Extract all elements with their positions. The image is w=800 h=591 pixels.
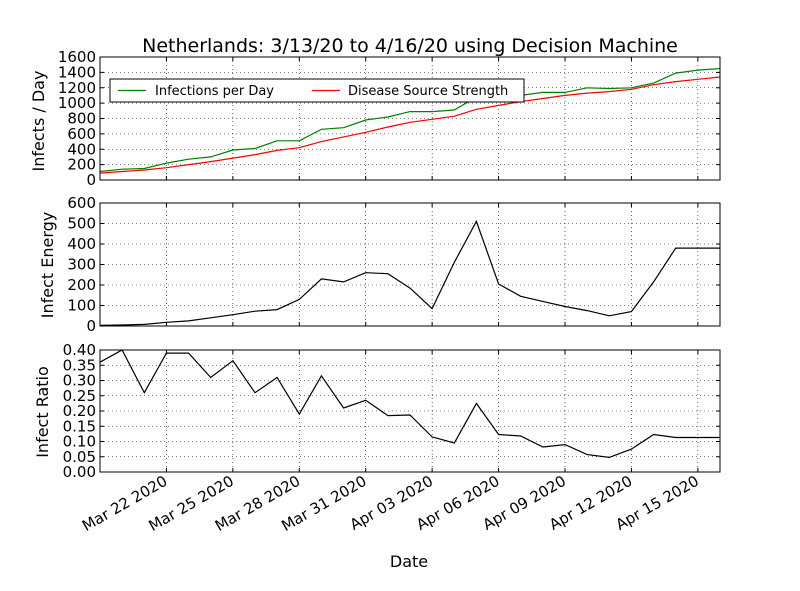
y-tick-label: 1400 [58,63,96,81]
y-tick-label: 200 [67,156,96,174]
y-tick-label: 400 [67,235,96,253]
panel-infects-per-day: Infects / Day 02004006008001000120014001… [29,48,721,189]
panel-infect-ratio: Infect Ratio 0.000.050.100.150.200.250.3… [33,341,721,481]
y-tick-label: 0.35 [63,356,96,374]
chart-title: Netherlands: 3/13/20 to 4/16/20 using De… [142,35,678,57]
series-line-infect-energy [99,219,720,326]
y-tick-label: 0 [86,317,96,335]
y-axis-label: Infect Ratio [33,366,52,458]
y-tick-label: 1600 [58,48,96,66]
panel-infect-energy: Infect Energy 0 100 200 300 400 500 600 [38,194,721,335]
y-tick-label: 0 [86,171,96,189]
y-tick-label: 300 [67,256,96,274]
y-tick-label: 600 [67,125,96,143]
y-tick-label: 600 [67,194,96,212]
legend-label: Infections per Day [155,84,274,99]
y-tick-label: 0.25 [63,387,96,405]
y-axis-label: Infect Energy [38,212,57,319]
y-tick-label: 100 [67,297,96,315]
y-tick-label: 500 [67,215,96,233]
y-tick-label: 0.20 [63,402,96,420]
legend-label: Disease Source Strength [348,84,508,99]
y-tick-label: 400 [67,140,96,158]
series-line-infections-per-day [99,67,721,173]
x-axis-label: Date [390,552,428,571]
y-tick-label: 0.05 [63,448,96,466]
y-tick-label: 1200 [58,79,96,97]
y-tick-label: 0.10 [63,433,96,451]
series-line-disease-source-strength [99,76,721,174]
legend: Infections per Day Disease Source Strengt… [109,78,525,103]
y-tick-label: 0.00 [63,463,96,481]
y-tick-label: 1000 [58,94,96,112]
y-tick-label: 0.40 [63,341,96,359]
y-axis-label: Infects / Day [29,71,48,172]
series-line-infect-ratio [99,349,720,459]
y-tick-label: 200 [67,276,96,294]
y-tick-label: 800 [67,110,96,128]
y-tick-label: 0.30 [63,372,96,390]
y-tick-label: 0.15 [63,417,96,435]
